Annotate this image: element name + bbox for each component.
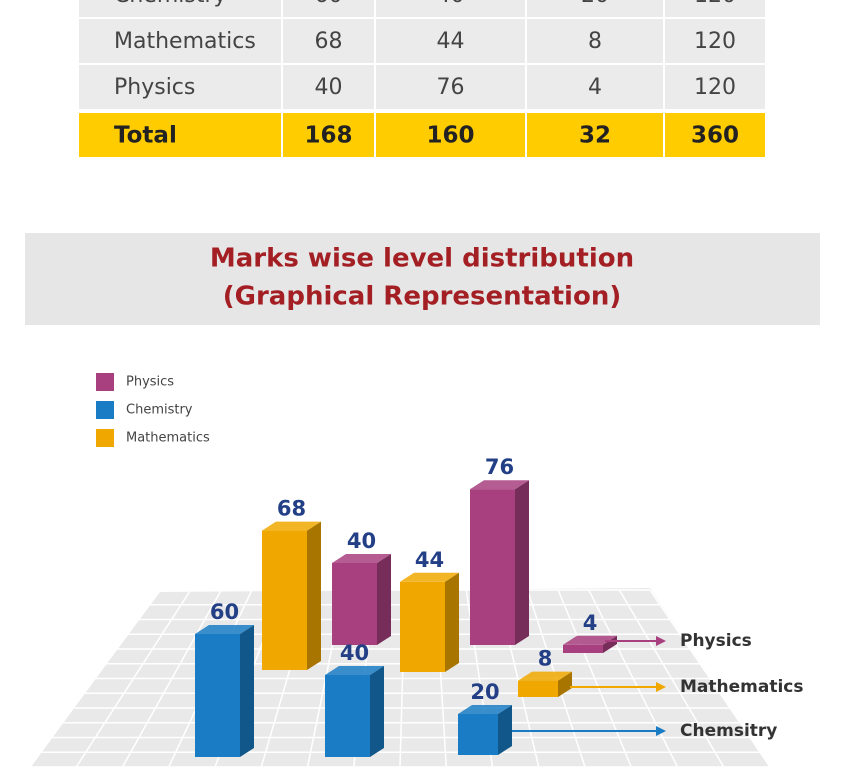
table-text: 120 — [694, 29, 736, 54]
table-cell — [77, 111, 283, 159]
table-text: 76 — [437, 75, 465, 100]
table-text: Total — [114, 123, 177, 149]
bar — [332, 563, 377, 645]
legend-swatch — [96, 429, 114, 447]
table-cell — [663, 17, 767, 65]
bars: 40 76 4 68 44 8 60 40 20 — [195, 455, 617, 757]
bar-top — [470, 480, 529, 490]
value-label: 76 — [485, 455, 514, 479]
table-cell — [281, 63, 376, 111]
bar — [262, 530, 307, 670]
value-label: 20 — [470, 680, 499, 704]
value-label: 68 — [277, 497, 306, 521]
series-label: Chemsitry — [680, 721, 777, 741]
legend-swatch — [96, 401, 114, 419]
value-label: 40 — [347, 529, 376, 553]
table-cell — [663, 63, 767, 111]
table-text: 120 — [694, 75, 736, 100]
value-label: 40 — [340, 641, 369, 665]
bar — [400, 581, 445, 672]
series-label: Mathematics — [680, 677, 803, 697]
table-text: 60 — [315, 0, 343, 8]
bar-top — [332, 554, 391, 563]
arrow-head — [656, 636, 666, 646]
bar-side — [445, 572, 459, 672]
bar — [563, 644, 603, 653]
table-cell — [374, 63, 527, 111]
bar — [325, 675, 370, 757]
title-band — [25, 233, 820, 325]
bar-side — [370, 666, 384, 757]
bar-top — [458, 705, 512, 714]
value-label: 60 — [210, 600, 239, 624]
bar — [470, 489, 515, 645]
legend-swatch — [96, 373, 114, 391]
legend-label: Mathematics — [126, 431, 210, 446]
table-cell — [525, 63, 665, 111]
table-text: 120 — [694, 0, 736, 8]
bar-side — [377, 554, 391, 645]
value-label: 8 — [538, 647, 553, 671]
bar-top — [262, 521, 321, 531]
bar-top — [518, 671, 572, 681]
chart-title: Marks wise level distribution — [210, 244, 634, 274]
table-text: 68 — [315, 29, 343, 54]
table-cell — [525, 17, 665, 65]
table-text: 40 — [315, 75, 343, 100]
table-cell — [663, 111, 767, 159]
bar-side — [558, 671, 572, 697]
bar — [195, 634, 240, 757]
value-label: 4 — [583, 611, 598, 635]
bar-side — [240, 625, 254, 757]
table-cell — [77, 63, 283, 111]
table-text: 8 — [588, 29, 602, 54]
table-text: 168 — [304, 123, 352, 149]
bar-top — [563, 635, 617, 645]
table-text: 20 — [581, 0, 609, 8]
arrows — [512, 636, 666, 736]
series-label: Physics — [680, 631, 752, 651]
chart-subtitle: (Graphical Representation) — [223, 282, 621, 312]
table-cell — [281, 17, 376, 65]
table-text: 4 — [588, 75, 602, 100]
value-label: 44 — [415, 548, 444, 572]
table-text: Chemistry — [114, 0, 227, 8]
legend-label: Chemistry — [126, 403, 193, 418]
bar-top — [325, 666, 384, 675]
table-text: Physics — [114, 75, 195, 100]
marks-table: Chemistry 60 40 20 120 Mathematics 68 44 8 120 Phy… — [77, 0, 767, 159]
table-text: 32 — [579, 123, 611, 149]
bar — [458, 714, 498, 755]
legend-label: Physics — [126, 375, 174, 390]
bar-side — [498, 705, 512, 755]
bar-side — [307, 521, 321, 670]
legend: Physics Chemistry Mathematics — [96, 373, 210, 447]
table-text: 40 — [437, 0, 465, 8]
arrow-head — [656, 682, 666, 692]
bar-side — [515, 480, 529, 645]
table-cell — [281, 111, 376, 159]
bar-top — [400, 572, 459, 582]
table-text: 44 — [437, 29, 465, 54]
bar-top — [195, 625, 254, 634]
table-cell — [525, 111, 665, 159]
table-text: 160 — [426, 123, 474, 149]
arrow-head — [656, 726, 666, 736]
table-text: 360 — [691, 123, 739, 149]
bar — [518, 680, 558, 697]
table-text: Mathematics — [114, 29, 256, 54]
